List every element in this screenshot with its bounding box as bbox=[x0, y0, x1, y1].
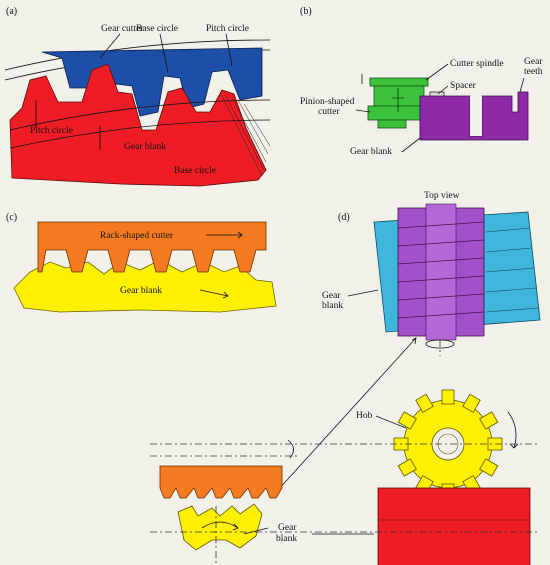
label-base-circle-bottom: Base circle bbox=[174, 166, 216, 176]
label-gear-blank-bottom-2: blank bbox=[276, 534, 297, 544]
rotation-arrow-top bbox=[425, 339, 455, 349]
label-cutter-spindle: Cutter spindle bbox=[450, 59, 504, 69]
label-base-circle: Base circle bbox=[136, 24, 178, 34]
panel-d-tag: (d) bbox=[338, 212, 350, 223]
hob-tooth bbox=[397, 458, 417, 477]
hob-tooth bbox=[462, 393, 481, 413]
panel-b-tag: (b) bbox=[300, 6, 312, 17]
bottom-gear-blank bbox=[177, 503, 263, 551]
red-gear-blank-block bbox=[377, 487, 531, 565]
pinion-body bbox=[373, 85, 425, 107]
panel-c-tag: (c) bbox=[6, 212, 17, 223]
pinion-base bbox=[377, 119, 407, 129]
hob-tooth bbox=[441, 389, 455, 405]
tool-path-lines bbox=[219, 91, 271, 177]
hob-gear bbox=[393, 389, 503, 499]
label-gear-cutter: Gear cutter bbox=[101, 24, 144, 34]
label-gear-blank-b: Gear blank bbox=[350, 147, 392, 157]
blank-bore bbox=[470, 96, 482, 136]
hob-threads bbox=[397, 221, 485, 319]
label-pitch-circle-top: Pitch circle bbox=[206, 24, 249, 34]
spindle-top bbox=[369, 77, 429, 87]
label-pinion-2: cutter bbox=[318, 107, 340, 117]
label-rack-cutter: Rack-shaped cutter bbox=[100, 231, 174, 241]
hob-tooth bbox=[479, 411, 499, 430]
base-circle-line bbox=[9, 119, 271, 149]
blank-motion-arrow bbox=[199, 289, 229, 299]
hob-rotation-arrow bbox=[507, 411, 519, 449]
hob-shaft bbox=[425, 203, 457, 341]
leader-hob bbox=[375, 415, 407, 429]
pitch-circle-line bbox=[9, 99, 271, 131]
hob-gear-teeth bbox=[393, 389, 503, 499]
panel-d: (d) Top view Gear blank Hob bbox=[150, 191, 541, 565]
panel-c: (c) Rack-shaped cutter Gear blank bbox=[6, 212, 277, 313]
leader-lines-a-top bbox=[99, 33, 233, 73]
label-spacer: Spacer bbox=[450, 81, 477, 91]
projection-arrow bbox=[411, 337, 417, 345]
hob-tooth bbox=[479, 458, 499, 477]
spindle-axis bbox=[392, 88, 404, 112]
hob-side-view bbox=[159, 465, 283, 499]
leader-gear-blank-bottom bbox=[243, 527, 374, 535]
hob-side-rotation bbox=[287, 439, 294, 459]
label-pinion-1: Pinion-shaped bbox=[300, 97, 355, 107]
label-gear-blank-c: Gear blank bbox=[120, 286, 162, 296]
label-gear-blank-d-1: Gear bbox=[322, 291, 341, 301]
label-gear-teeth-2: teeth bbox=[524, 67, 543, 77]
leader-gear-blank-d bbox=[347, 289, 379, 297]
bottom-blank-arrow bbox=[201, 521, 239, 531]
label-gear-blank-bottom-1: Gear bbox=[278, 523, 297, 533]
blank-teeth-lines bbox=[485, 227, 539, 313]
hob-tooth bbox=[397, 411, 417, 430]
label-gear-blank-d-2: blank bbox=[322, 301, 343, 311]
label-gear-blank-a: Gear blank bbox=[124, 142, 166, 152]
label-top-view: Top view bbox=[424, 191, 460, 201]
label-pitch-circle-left: Pitch circle bbox=[30, 126, 73, 136]
label-hob: Hob bbox=[356, 411, 373, 421]
leader-lines-b bbox=[355, 63, 525, 153]
pitch-circle-arc-top bbox=[4, 39, 271, 71]
gear-blank-shape bbox=[9, 63, 267, 187]
leader-lines-a-bottom bbox=[35, 100, 101, 150]
panel-a: (a) Gear cutter Base circle Pitch circle… bbox=[4, 6, 271, 187]
hob-tooth bbox=[415, 393, 434, 413]
projection-line bbox=[277, 337, 417, 491]
panel-a-tag: (a) bbox=[6, 6, 17, 17]
rack-cutter-shape bbox=[37, 221, 267, 273]
rack-motion-arrow bbox=[206, 231, 243, 239]
panel-b: (b) Cutter spindle Gear teeth Pinion-sha… bbox=[300, 6, 543, 157]
label-gear-teeth-1: Gear bbox=[524, 57, 543, 67]
